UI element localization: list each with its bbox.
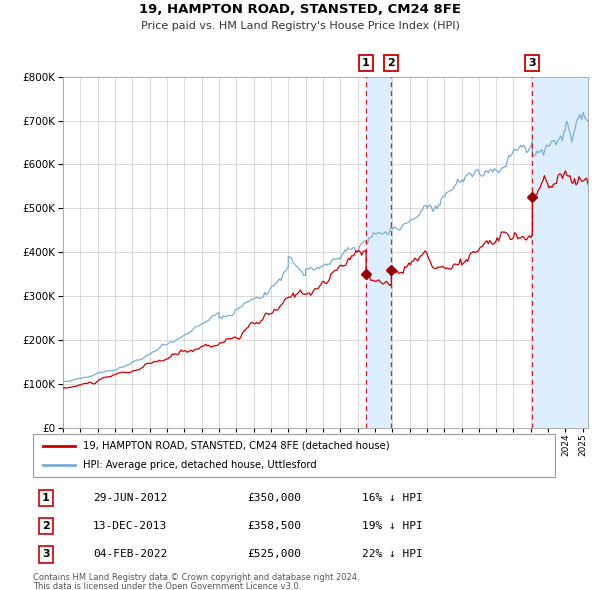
Bar: [366, 77, 391, 428]
Text: 3: 3: [529, 58, 536, 68]
Text: This data is licensed under the Open Government Licence v3.0.: This data is licensed under the Open Gov…: [33, 582, 301, 590]
Text: 2: 2: [388, 58, 395, 68]
Text: 19% ↓ HPI: 19% ↓ HPI: [362, 521, 422, 531]
Text: 16% ↓ HPI: 16% ↓ HPI: [362, 493, 422, 503]
Text: £358,500: £358,500: [247, 521, 301, 531]
Text: 1: 1: [42, 493, 50, 503]
Text: 19, HAMPTON ROAD, STANSTED, CM24 8FE (detached house): 19, HAMPTON ROAD, STANSTED, CM24 8FE (de…: [83, 441, 389, 451]
Text: 1: 1: [362, 58, 370, 68]
Text: 19, HAMPTON ROAD, STANSTED, CM24 8FE: 19, HAMPTON ROAD, STANSTED, CM24 8FE: [139, 3, 461, 16]
Text: 13-DEC-2013: 13-DEC-2013: [93, 521, 167, 531]
Text: £525,000: £525,000: [247, 549, 301, 559]
Text: 29-JUN-2012: 29-JUN-2012: [93, 493, 167, 503]
Text: £350,000: £350,000: [247, 493, 301, 503]
Text: HPI: Average price, detached house, Uttlesford: HPI: Average price, detached house, Uttl…: [83, 460, 316, 470]
Bar: [532, 77, 588, 428]
Text: 04-FEB-2022: 04-FEB-2022: [93, 549, 167, 559]
Text: 22% ↓ HPI: 22% ↓ HPI: [362, 549, 422, 559]
Text: Contains HM Land Registry data © Crown copyright and database right 2024.: Contains HM Land Registry data © Crown c…: [33, 573, 359, 582]
Text: Price paid vs. HM Land Registry's House Price Index (HPI): Price paid vs. HM Land Registry's House …: [140, 21, 460, 31]
Text: 3: 3: [42, 549, 50, 559]
Text: 2: 2: [42, 521, 50, 531]
